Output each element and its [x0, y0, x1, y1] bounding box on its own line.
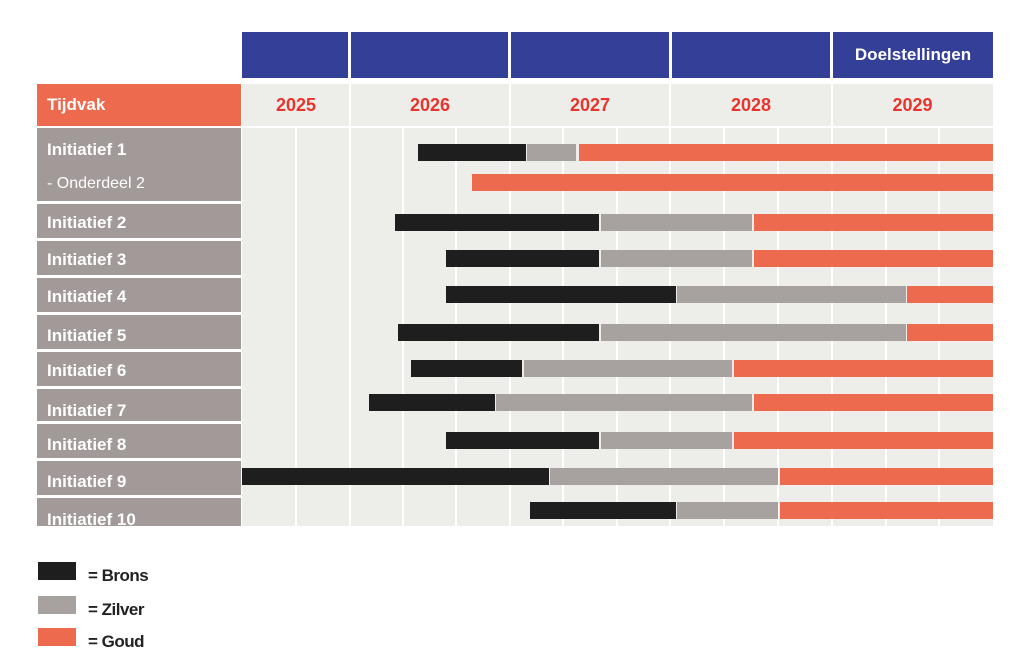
bar-brons	[418, 144, 526, 161]
bar-zilver	[677, 502, 779, 519]
year-separator	[669, 84, 671, 126]
legend-label-zilver: = Zilver	[88, 600, 145, 619]
bar-zilver	[600, 432, 733, 449]
bar-zilver	[496, 394, 753, 411]
header-blue-cell-2	[351, 32, 508, 78]
bar-brons	[445, 286, 676, 303]
initiative-name: Initiatief 8	[47, 435, 127, 454]
bar-brons	[398, 324, 600, 341]
bar-goud	[733, 360, 993, 377]
initiative-name: Initiatief 10	[47, 510, 136, 529]
year-label-2029: 2029	[892, 94, 933, 115]
bar-brons	[530, 502, 676, 519]
bar-goud	[907, 324, 993, 341]
row-label-9: Initiatief 9	[37, 461, 241, 495]
bar-zilver	[527, 144, 577, 161]
year-label-2028: 2028	[730, 94, 772, 115]
header-blue-cell-1	[242, 32, 348, 78]
legend-swatch-goud	[38, 628, 76, 646]
bar-brons	[410, 360, 523, 377]
initiative-sublabel: - Onderdeel 2	[47, 175, 145, 192]
bar-goud	[907, 286, 993, 303]
bar-goud	[779, 468, 993, 485]
grid-line	[295, 128, 297, 526]
legend-swatch-brons	[38, 562, 76, 580]
bar-brons	[445, 432, 600, 449]
row-label-8: Initiatief 8	[37, 424, 241, 458]
bar-brons	[445, 250, 600, 267]
year-label-2027: 2027	[569, 94, 611, 115]
initiative-name: Initiatief 6	[47, 361, 127, 380]
bar-goud	[753, 214, 993, 231]
initiative-name: Initiatief 3	[47, 250, 127, 269]
row-label-4: Initiatief 4	[37, 278, 241, 312]
bar-goud	[779, 502, 993, 519]
bar-brons	[395, 214, 600, 231]
row-label-1: Initiatief 1 - Onderdeel 2	[37, 128, 241, 201]
year-label-2026: 2026	[409, 94, 451, 115]
bar-zilver	[600, 324, 906, 341]
year-separator	[349, 84, 351, 126]
year-separator	[831, 84, 833, 126]
grid-line	[349, 128, 351, 526]
legend-label-goud: = Goud	[88, 632, 145, 651]
year-label-2025: 2025	[275, 94, 317, 115]
initiative-name: Initiatief 2	[47, 213, 127, 232]
bar-zilver	[550, 468, 779, 485]
initiative-name: Initiatief 5	[47, 326, 127, 345]
initiative-name: Initiatief 4	[47, 287, 127, 306]
tijdvak-header: Tijdvak	[37, 84, 241, 126]
year-header-row	[242, 84, 993, 126]
header-blue-cell-3	[511, 32, 669, 78]
row-label-6: Initiatief 6	[37, 352, 241, 386]
row-label-10: Initiatief 10	[37, 498, 241, 529]
initiative-name: Initiatief 7	[47, 401, 127, 420]
bar-brons	[369, 394, 495, 411]
legend-swatch-zilver	[38, 596, 76, 614]
doelstellingen-header: Doelstellingen	[833, 32, 993, 78]
bar-goud	[733, 432, 993, 449]
initiative-name: Initiatief 9	[47, 472, 127, 491]
row-label-5: Initiatief 5	[37, 315, 241, 349]
row-label-7: Initiatief 7	[37, 389, 241, 421]
bar-goud	[579, 144, 993, 161]
legend-label-brons: = Brons	[88, 566, 149, 585]
year-separator	[509, 84, 511, 126]
row-label-3: Initiatief 3	[37, 241, 241, 275]
bar-zilver	[600, 214, 753, 231]
header-blue-cell-4	[672, 32, 830, 78]
bar-goud	[753, 394, 993, 411]
bar-zilver	[677, 286, 906, 303]
row-label-2: Initiatief 2	[37, 204, 241, 238]
bar-zilver	[524, 360, 733, 377]
initiative-name: Initiatief 1	[47, 140, 127, 159]
sub-bar-goud	[471, 174, 993, 191]
bar-zilver	[600, 250, 753, 267]
bar-goud	[753, 250, 993, 267]
bar-brons	[242, 468, 549, 485]
